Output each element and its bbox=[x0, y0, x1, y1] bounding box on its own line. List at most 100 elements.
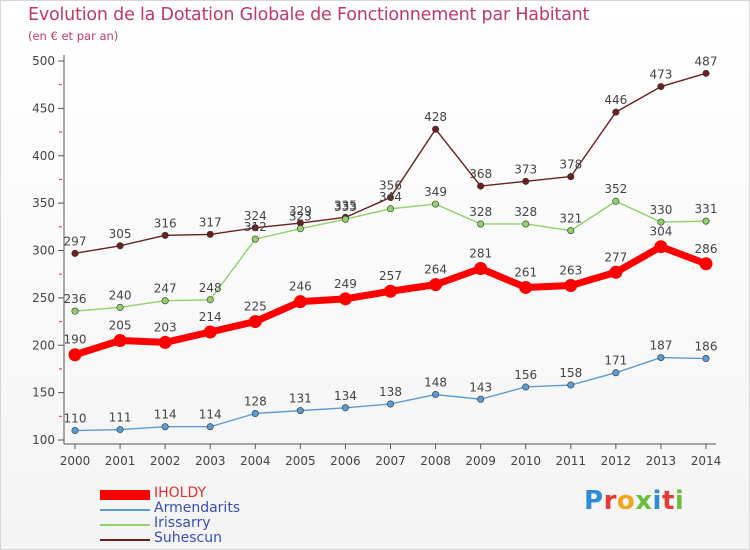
data-label: 373 bbox=[514, 162, 537, 176]
data-label: 329 bbox=[289, 204, 312, 218]
data-label: 304 bbox=[649, 225, 672, 239]
data-label: 286 bbox=[695, 242, 718, 256]
data-label: 138 bbox=[379, 385, 402, 399]
data-label: 261 bbox=[514, 265, 537, 279]
data-label: 240 bbox=[109, 288, 132, 302]
x-tick-label: 2003 bbox=[195, 454, 226, 468]
data-point bbox=[68, 348, 82, 362]
data-point bbox=[657, 83, 665, 91]
data-point bbox=[432, 125, 440, 133]
data-point bbox=[384, 284, 397, 298]
data-label: 349 bbox=[424, 185, 447, 199]
data-point bbox=[116, 242, 124, 250]
x-tick-label: 2007 bbox=[375, 454, 406, 468]
data-point bbox=[612, 369, 620, 377]
data-label: 297 bbox=[64, 234, 87, 248]
data-point bbox=[341, 404, 349, 412]
data-point bbox=[206, 423, 214, 431]
x-tick-label: 2013 bbox=[646, 454, 677, 468]
data-label: 110 bbox=[64, 412, 87, 426]
y-tick-label: 200 bbox=[32, 338, 55, 352]
data-label: 187 bbox=[649, 339, 672, 353]
legend-swatch bbox=[100, 490, 150, 500]
data-point bbox=[519, 280, 533, 294]
data-point bbox=[116, 426, 124, 434]
data-label: 190 bbox=[64, 333, 87, 347]
data-label: 186 bbox=[695, 340, 718, 354]
data-label: 428 bbox=[424, 110, 447, 124]
legend-label: Irissarry bbox=[154, 515, 211, 531]
data-point bbox=[296, 407, 304, 415]
data-label: 378 bbox=[559, 158, 582, 172]
chart-title: Evolution de la Dotation Globale de Fonc… bbox=[28, 5, 590, 25]
data-point bbox=[113, 334, 127, 348]
data-label: 356 bbox=[379, 178, 402, 192]
data-point bbox=[657, 354, 665, 362]
data-point bbox=[522, 383, 530, 391]
x-tick-label: 2002 bbox=[150, 454, 181, 468]
data-label: 236 bbox=[64, 292, 87, 306]
x-tick-label: 2014 bbox=[691, 454, 722, 468]
data-label: 330 bbox=[649, 203, 672, 217]
data-point bbox=[116, 303, 124, 311]
data-point bbox=[609, 265, 623, 279]
x-tick-label: 2012 bbox=[601, 454, 632, 468]
data-label: 248 bbox=[199, 281, 222, 295]
y-tick-label: 500 bbox=[32, 54, 55, 68]
legend-swatch bbox=[100, 509, 150, 511]
data-point bbox=[161, 423, 169, 431]
data-point bbox=[612, 108, 620, 116]
x-tick-label: 2001 bbox=[105, 454, 136, 468]
data-point bbox=[161, 297, 169, 305]
data-label: 328 bbox=[469, 205, 492, 219]
legend-swatch bbox=[100, 539, 150, 541]
data-label: 446 bbox=[604, 93, 627, 107]
data-point bbox=[702, 217, 710, 225]
data-point bbox=[432, 391, 440, 399]
data-label: 247 bbox=[154, 282, 177, 296]
data-label: 312 bbox=[244, 220, 267, 234]
data-label: 263 bbox=[559, 264, 582, 278]
x-tick-label: 2006 bbox=[330, 454, 361, 468]
data-label: 368 bbox=[469, 167, 492, 181]
data-label: 205 bbox=[109, 319, 132, 333]
data-label: 328 bbox=[514, 205, 537, 219]
data-label: 203 bbox=[154, 320, 177, 334]
x-tick-label: 2008 bbox=[420, 454, 451, 468]
data-label: 487 bbox=[695, 54, 718, 68]
data-label: 246 bbox=[289, 280, 312, 294]
data-label: 344 bbox=[379, 190, 402, 204]
proxiti-logo: Proxiti bbox=[584, 486, 685, 516]
data-point bbox=[158, 335, 172, 349]
chart-subtitle: (en € et par an) bbox=[28, 29, 119, 43]
legend-label: Armendarits bbox=[154, 500, 241, 516]
data-label: 335 bbox=[334, 198, 357, 212]
data-point bbox=[71, 249, 79, 257]
data-label: 257 bbox=[379, 269, 402, 283]
data-point bbox=[522, 177, 530, 185]
data-point bbox=[474, 262, 488, 276]
data-label: 305 bbox=[109, 227, 132, 241]
data-point bbox=[657, 218, 665, 226]
data-label: 128 bbox=[244, 394, 267, 408]
data-point bbox=[251, 224, 259, 232]
data-label: 143 bbox=[469, 380, 492, 394]
data-point bbox=[71, 427, 79, 435]
data-point bbox=[338, 292, 352, 306]
data-label: 148 bbox=[424, 376, 447, 390]
data-point bbox=[251, 235, 259, 243]
data-label: 352 bbox=[604, 182, 627, 196]
data-point bbox=[564, 279, 578, 293]
data-label: 134 bbox=[334, 389, 357, 403]
x-tick-label: 2005 bbox=[285, 454, 316, 468]
legend-swatch bbox=[100, 524, 150, 526]
legend-label: IHOLDY bbox=[154, 485, 207, 501]
data-label: 114 bbox=[154, 408, 177, 422]
data-point bbox=[567, 227, 575, 235]
data-point bbox=[699, 257, 713, 271]
data-label: 323 bbox=[289, 210, 312, 224]
data-label: 473 bbox=[649, 68, 672, 82]
y-tick-label: 400 bbox=[32, 149, 55, 163]
